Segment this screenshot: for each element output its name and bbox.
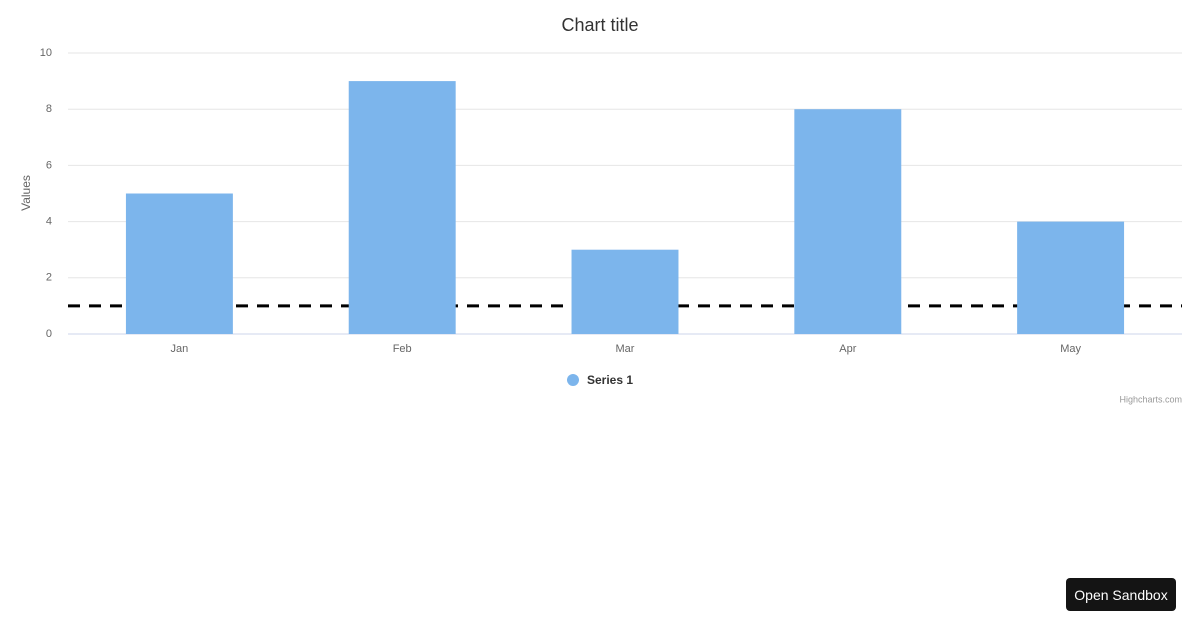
bar	[125, 193, 233, 334]
open-sandbox-button[interactable]: Open Sandbox	[1066, 578, 1176, 611]
x-tick-label: Jan	[171, 343, 189, 355]
x-tick-label: Apr	[839, 343, 856, 355]
x-tick-label: Mar	[616, 343, 635, 355]
bar	[1017, 221, 1125, 334]
y-tick-label: 4	[46, 216, 52, 228]
legend-label: Series 1	[587, 373, 633, 387]
y-tick-label: 8	[46, 103, 52, 115]
bar	[348, 81, 456, 334]
bar	[571, 249, 679, 334]
bar	[794, 109, 902, 334]
chart-title: Chart title	[561, 15, 638, 35]
y-tick-label: 0	[46, 328, 52, 340]
y-tick-label: 6	[46, 159, 52, 171]
x-tick-label: Feb	[393, 343, 412, 355]
y-axis-title: Values	[19, 175, 33, 211]
legend-marker	[567, 374, 579, 386]
y-tick-label: 2	[46, 272, 52, 284]
y-tick-label: 10	[40, 47, 52, 59]
credits: Highcharts.com	[1119, 394, 1182, 404]
x-tick-label: May	[1060, 343, 1081, 355]
